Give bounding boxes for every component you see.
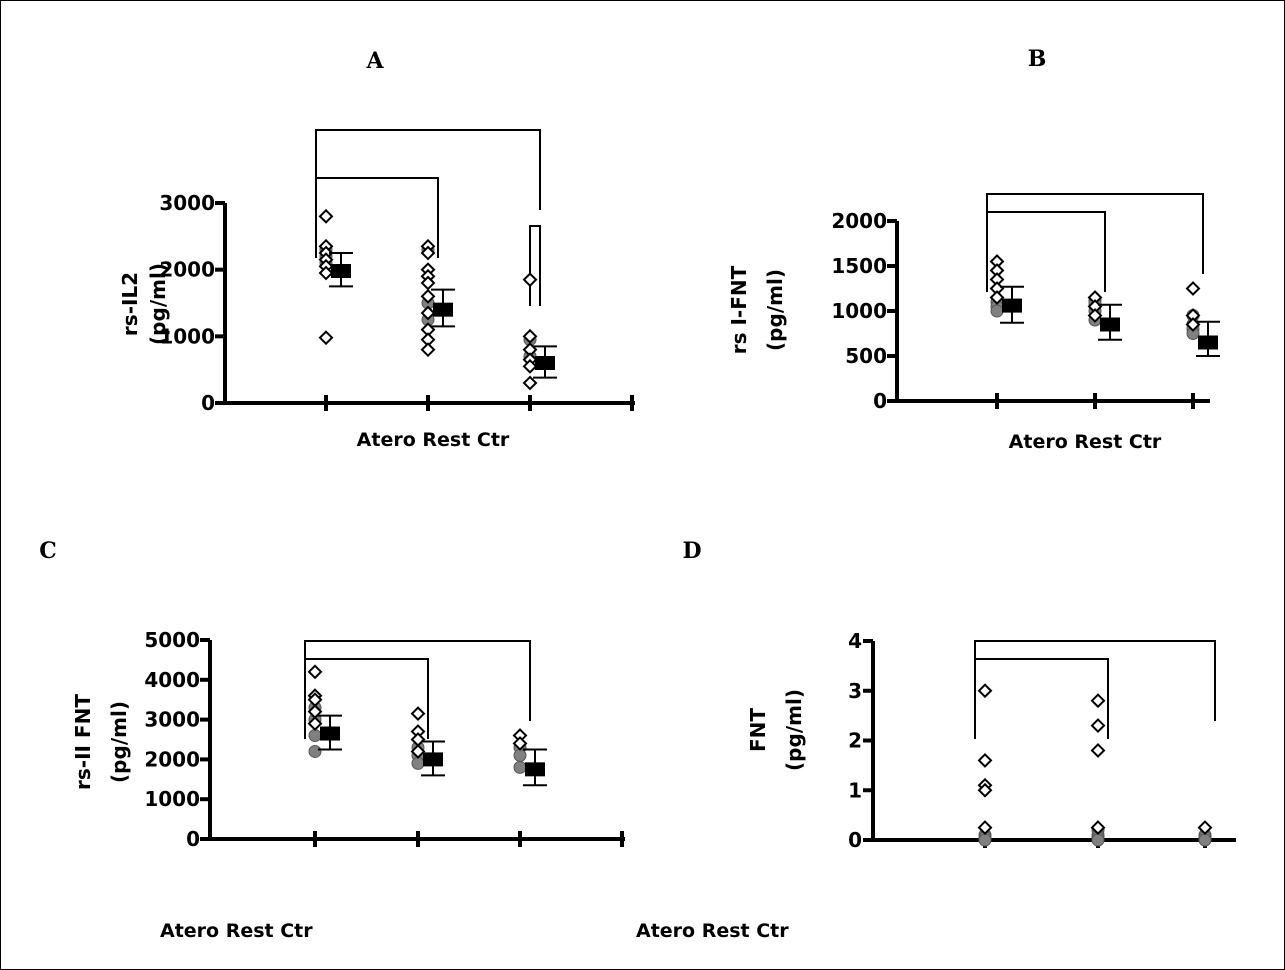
mean-marker xyxy=(423,752,443,767)
significance-bracket xyxy=(974,658,1109,739)
significance-bracket xyxy=(529,225,541,306)
y-tick-label: 0 xyxy=(848,828,862,852)
data-point-filled xyxy=(513,760,527,774)
y-axis-label: FNT xyxy=(746,708,770,752)
y-axis-unit: (pg/ml) xyxy=(763,269,787,351)
significance-bracket xyxy=(986,211,1106,292)
data-point-open xyxy=(977,683,993,699)
data-point-filled xyxy=(513,748,527,762)
y-tick-label: 1000 xyxy=(159,324,215,348)
y-tick-label: 0 xyxy=(201,391,215,415)
x-axis-label-c: Atero Rest Ctr xyxy=(160,920,313,942)
y-axis-unit: (pg/ml) xyxy=(107,701,131,783)
panel-label: A xyxy=(365,48,384,74)
mean-marker xyxy=(331,264,351,278)
mean-marker xyxy=(525,762,545,777)
y-tick-label: 0 xyxy=(186,827,200,851)
y-tick-label: 4000 xyxy=(144,668,200,692)
mean-marker xyxy=(1100,317,1120,332)
data-point-open xyxy=(522,358,538,374)
data-point-filled xyxy=(978,833,992,847)
y-axis-unit: (pg/ml) xyxy=(782,689,806,771)
mean-marker xyxy=(1198,335,1218,350)
data-point-filled xyxy=(1091,833,1105,847)
data-point-open xyxy=(1090,743,1106,758)
data-point-filled xyxy=(1198,833,1212,847)
x-axis-label: Atero Rest Ctr xyxy=(1009,431,1162,453)
panel-a: A rs-IL2 (pg/ml) Atero Rest Ctr 0 1000 200… xyxy=(118,48,635,451)
y-tick-label: 3 xyxy=(848,679,862,703)
y-tick-label: 1 xyxy=(848,778,862,802)
data-point-open xyxy=(1090,820,1106,835)
y-tick-label: 500 xyxy=(845,344,887,368)
x-axis-label-d: Atero Rest Ctr xyxy=(636,920,789,942)
data-point-open xyxy=(1185,281,1201,296)
data-point-filled xyxy=(308,729,322,743)
significance-bracket xyxy=(304,658,429,739)
data-point-open xyxy=(318,208,334,224)
y-tick-label: 0 xyxy=(873,389,887,413)
data-point-open xyxy=(307,716,323,731)
data-point-open xyxy=(522,272,538,288)
data-point-open xyxy=(977,752,993,768)
data-point-open xyxy=(318,265,334,281)
panel-b: B rs I-FNT (pg/ml) Atero Rest Ctr 0 500 10… xyxy=(727,46,1220,453)
data-point-open xyxy=(420,342,436,358)
data-point-filled xyxy=(308,744,322,758)
panel-c: C rs-II FNT (pg/ml) 0 1000 2000 3000 4000 500… xyxy=(39,538,625,851)
y-axis-label: rs-II FNT xyxy=(71,694,95,790)
mean-marker xyxy=(535,356,555,370)
y-tick-label: 4 xyxy=(848,629,862,653)
data-point-filled xyxy=(411,756,425,770)
x-axis-label: Atero Rest Ctr xyxy=(357,429,510,451)
y-tick-label: 1000 xyxy=(831,299,887,323)
data-point-open xyxy=(1087,308,1103,323)
y-tick-label: 2 xyxy=(848,729,862,753)
data-point-open xyxy=(977,782,993,798)
mean-marker xyxy=(1002,298,1022,313)
mean-marker xyxy=(320,726,340,741)
data-point-filled xyxy=(990,304,1004,318)
panel-label: C xyxy=(39,538,57,564)
y-tick-label: 1500 xyxy=(831,254,887,278)
y-tick-label: 2000 xyxy=(831,209,887,233)
y-tick-label: 5000 xyxy=(144,628,200,652)
data-point-open xyxy=(977,820,993,835)
data-point-open xyxy=(307,664,323,680)
significance-bracket xyxy=(315,177,439,258)
data-point-open xyxy=(512,736,528,751)
y-axis-unit: (pg/ml) xyxy=(146,263,170,345)
panel-label: B xyxy=(1028,46,1047,72)
data-point-open xyxy=(1197,820,1213,835)
data-point-open xyxy=(1090,693,1106,709)
data-point-open xyxy=(410,744,426,759)
data-point-open xyxy=(989,290,1005,305)
y-tick-label: 3000 xyxy=(159,191,215,215)
data-point-open xyxy=(420,305,436,321)
y-tick-label: 3000 xyxy=(144,708,200,732)
significance-bracket xyxy=(974,640,1216,721)
data-point-open xyxy=(522,375,538,391)
data-point-open xyxy=(410,706,426,722)
data-point-open xyxy=(1090,718,1106,733)
y-axis-label: rs-IL2 xyxy=(118,272,142,336)
y-tick-label: 2000 xyxy=(159,258,215,282)
data-point-open xyxy=(318,330,334,346)
data-point-open xyxy=(420,245,436,261)
y-tick-label: 2000 xyxy=(144,747,200,771)
significance-bracket xyxy=(986,193,1204,274)
y-tick-label: 1000 xyxy=(144,787,200,811)
y-axis-label: rs I-FNT xyxy=(727,265,751,354)
significance-bracket xyxy=(315,129,541,210)
panel-d: D FNT (pg/ml) 0 1 2 3 4 xyxy=(682,538,1236,852)
panel-label: D xyxy=(682,538,701,564)
mean-marker xyxy=(433,302,453,317)
data-point-open xyxy=(420,288,436,304)
